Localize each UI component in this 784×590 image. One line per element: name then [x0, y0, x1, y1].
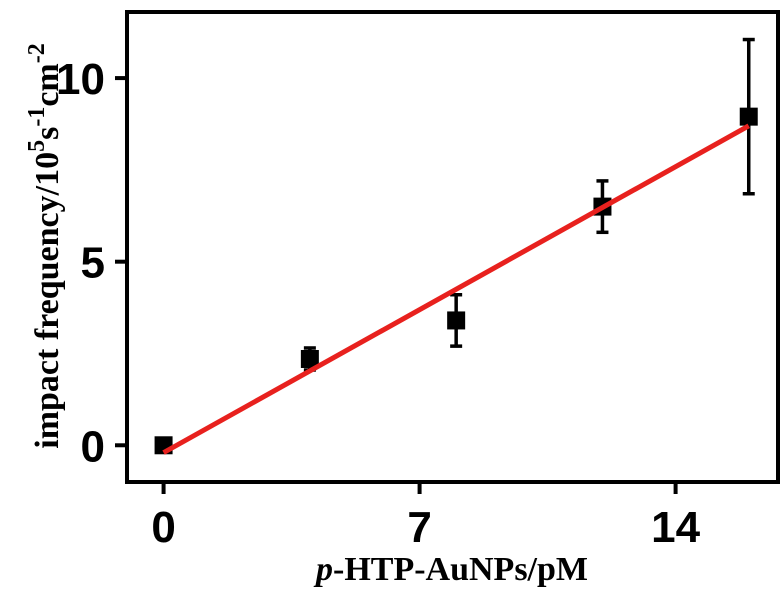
data-point — [447, 311, 466, 330]
data-point — [739, 107, 758, 126]
ticks: 0 7 14 0 5 10 — [56, 55, 701, 552]
x-tick-label: 7 — [407, 503, 431, 552]
plot-frame — [125, 10, 780, 484]
x-axis-title: p-HTP-AuNPs/pM — [313, 551, 588, 588]
x-tick-label: 14 — [651, 503, 700, 552]
data-point — [300, 349, 319, 368]
y-tick-label: 10 — [56, 55, 105, 104]
fit-line — [162, 123, 750, 455]
y-tick-label: 0 — [81, 422, 105, 471]
x-tick-label: 0 — [151, 503, 175, 552]
y-axis-title: impact frequency/105s-1cm-2 — [24, 43, 66, 449]
marks — [154, 37, 758, 455]
y-tick-label: 5 — [81, 239, 105, 288]
